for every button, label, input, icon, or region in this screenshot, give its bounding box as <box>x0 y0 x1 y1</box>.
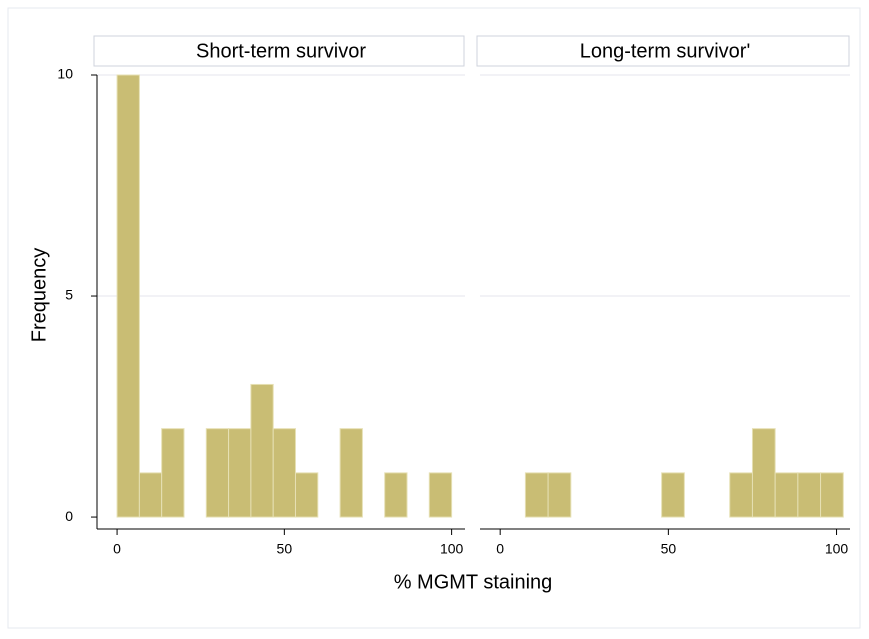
x-tick-label: 0 <box>113 541 121 557</box>
x-tick-label: 100 <box>440 541 464 557</box>
bar <box>116 74 140 518</box>
y-tick-label: 10 <box>57 66 73 82</box>
bar <box>751 428 776 518</box>
bar <box>820 472 844 518</box>
frame <box>7 7 861 629</box>
strip <box>476 35 850 67</box>
y-tick-label: 0 <box>65 508 73 524</box>
bar <box>205 428 230 518</box>
bar <box>339 428 363 518</box>
bar <box>774 472 799 518</box>
y-axis-title: Frequency <box>28 248 50 343</box>
bar <box>428 472 453 518</box>
bar <box>797 472 822 518</box>
x-tick-label: 0 <box>496 541 504 557</box>
bar <box>228 428 252 518</box>
bar <box>729 472 753 518</box>
bar <box>524 472 549 518</box>
panel-title: Short-term survivor <box>196 40 366 62</box>
panel-title: Long-term survivor' <box>580 40 751 62</box>
bar <box>161 428 185 518</box>
x-tick-label: 100 <box>825 541 849 557</box>
y-tick-label: 5 <box>65 287 73 303</box>
x-tick-label: 50 <box>661 541 677 557</box>
bar <box>138 472 163 518</box>
bar <box>384 472 408 518</box>
bar <box>661 472 685 518</box>
bar <box>294 472 319 518</box>
bar <box>250 383 274 518</box>
bar <box>272 428 296 518</box>
x-axis-title: % MGMT staining <box>394 571 553 593</box>
x-tick-label: 50 <box>277 541 293 557</box>
bar <box>547 472 572 518</box>
strip <box>93 35 465 67</box>
